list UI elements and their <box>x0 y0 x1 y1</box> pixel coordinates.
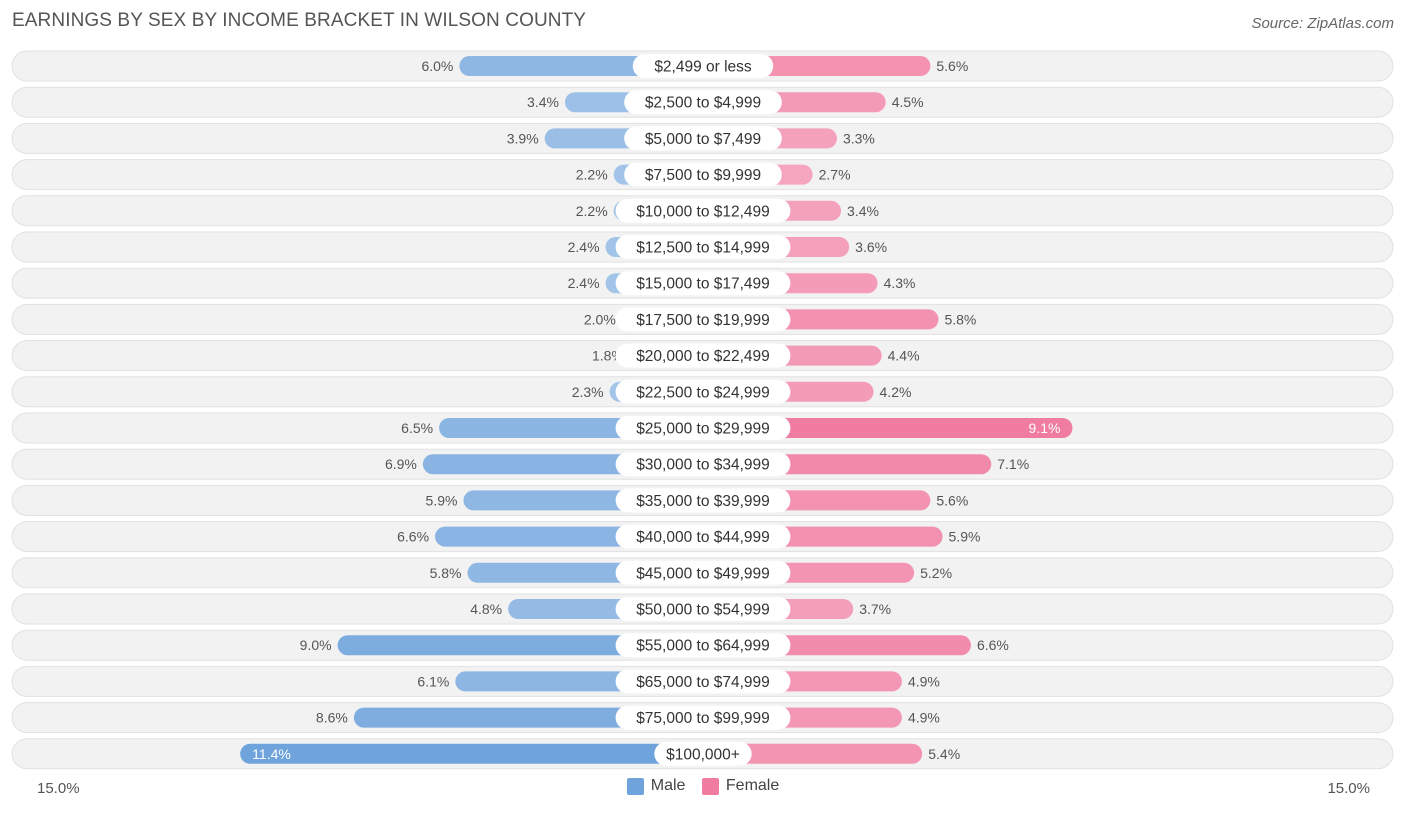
category-label: $35,000 to $39,999 <box>636 493 770 510</box>
female-value-label: 4.4% <box>888 348 920 364</box>
category-label: $75,000 to $99,999 <box>636 710 770 727</box>
female-value-label: 3.7% <box>859 601 891 617</box>
female-value-label: 7.1% <box>997 456 1029 472</box>
category-label-background <box>615 307 791 332</box>
category-label: $5,000 to $7,499 <box>645 131 761 148</box>
male-bar <box>240 743 703 764</box>
female-value-label: 4.9% <box>908 673 940 689</box>
female-value-label: 5.8% <box>944 311 976 327</box>
category-label-background <box>615 705 791 730</box>
male-value-label: 9.0% <box>300 637 332 653</box>
category-label-background <box>615 271 791 296</box>
axis-min-label: 15.0% <box>37 780 80 797</box>
female-bar <box>703 743 923 764</box>
female-value-label: 4.2% <box>880 384 912 400</box>
category-label: $65,000 to $74,999 <box>636 674 770 691</box>
legend: Male Female <box>0 777 1406 800</box>
category-label-background <box>615 560 791 585</box>
category-label-background <box>654 741 752 766</box>
female-value-label: 5.9% <box>949 529 981 545</box>
category-label: $50,000 to $54,999 <box>636 602 770 619</box>
category-label-background <box>615 452 791 477</box>
category-label-background <box>615 343 791 368</box>
male-value-label: 6.0% <box>421 58 453 74</box>
category-label-background <box>615 488 791 513</box>
male-value-label: 6.5% <box>401 420 433 436</box>
female-value-label: 3.4% <box>847 203 879 219</box>
legend-swatch-female <box>701 777 719 795</box>
category-label-background <box>615 416 791 440</box>
category-label-background <box>632 54 774 78</box>
female-value-label: 5.4% <box>928 746 960 762</box>
category-label: $20,000 to $22,499 <box>636 348 770 365</box>
male-value-label: 6.1% <box>417 673 449 689</box>
female-value-label: 5.2% <box>920 565 952 581</box>
category-label: $10,000 to $12,499 <box>636 203 770 220</box>
category-label: $2,499 or less <box>654 59 752 76</box>
category-label-background <box>624 126 782 151</box>
category-label: $2,500 to $4,999 <box>645 95 761 112</box>
category-label: $22,500 to $24,999 <box>636 384 770 401</box>
category-label: $17,500 to $19,999 <box>636 312 770 329</box>
male-value-label: 4.8% <box>470 601 502 617</box>
category-label-background <box>615 235 791 259</box>
male-value-label: 2.4% <box>568 239 600 255</box>
female-value-label: 5.6% <box>936 58 968 74</box>
male-value-label: 6.6% <box>397 529 429 545</box>
category-label: $15,000 to $17,499 <box>636 276 770 293</box>
female-bar <box>703 418 1073 438</box>
legend-label-female: Female <box>725 777 780 794</box>
category-label: $30,000 to $34,999 <box>636 457 770 474</box>
category-label: $12,500 to $14,999 <box>636 240 770 257</box>
male-value-label: 2.3% <box>572 384 604 400</box>
category-label-background <box>615 524 791 549</box>
female-value-label: 3.3% <box>843 130 875 146</box>
chart-title: EARNINGS BY SEX BY INCOME BRACKET IN WIL… <box>12 10 587 31</box>
female-value-label: 4.9% <box>908 710 940 726</box>
male-value-label: 3.9% <box>507 130 539 146</box>
category-label-background <box>624 162 782 187</box>
legend-swatch-male <box>626 777 644 795</box>
male-value-label: 6.9% <box>385 456 417 472</box>
male-bar <box>353 707 703 728</box>
female-value-label: 5.6% <box>936 492 968 508</box>
axis-max-label: 15.0% <box>1327 780 1370 797</box>
male-value-label: 5.8% <box>430 565 462 581</box>
category-label-background <box>615 198 791 223</box>
male-value-label: 3.4% <box>527 94 559 110</box>
chart-source: Source: ZipAtlas.com <box>1251 15 1394 32</box>
female-value-label: 9.1% <box>1029 420 1061 436</box>
male-value-label: 2.2% <box>576 203 608 219</box>
legend-item-male[interactable]: Male <box>626 777 686 795</box>
legend-label-male: Male <box>650 777 686 794</box>
category-label-background <box>624 90 782 115</box>
male-value-label: 8.6% <box>316 710 348 726</box>
female-value-label: 6.6% <box>977 637 1009 653</box>
male-value-label: 5.9% <box>426 492 458 508</box>
category-label-background <box>615 597 791 621</box>
female-value-label: 4.3% <box>884 275 916 291</box>
category-label-background <box>615 633 791 658</box>
category-label-background <box>615 379 791 404</box>
category-label: $55,000 to $64,999 <box>636 638 770 655</box>
category-label-background <box>615 669 791 694</box>
male-value-label: 2.0% <box>584 311 616 327</box>
female-value-label: 2.7% <box>819 167 851 183</box>
female-value-label: 3.6% <box>855 239 887 255</box>
category-label: $45,000 to $49,999 <box>636 565 770 582</box>
category-label: $100,000+ <box>666 746 740 763</box>
male-value-label: 1.8% <box>592 348 624 364</box>
male-value-label: 2.4% <box>568 275 600 291</box>
category-label: $40,000 to $44,999 <box>636 529 770 546</box>
male-value-label: 11.4% <box>252 746 291 762</box>
legend-item-female[interactable]: Female <box>701 777 780 795</box>
category-label: $7,500 to $9,999 <box>645 167 761 184</box>
female-value-label: 4.5% <box>892 94 924 110</box>
male-bar <box>337 635 703 656</box>
male-value-label: 2.2% <box>576 167 608 183</box>
category-label: $25,000 to $29,999 <box>636 421 770 438</box>
